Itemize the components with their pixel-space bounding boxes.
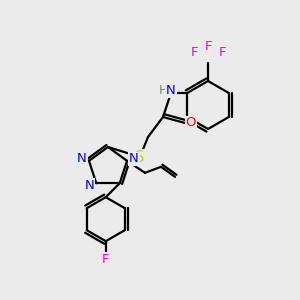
Text: N: N: [129, 152, 139, 165]
Text: F: F: [204, 40, 212, 52]
Text: S: S: [135, 149, 145, 164]
Text: F: F: [190, 46, 198, 59]
Text: N: N: [77, 152, 87, 165]
Text: N: N: [166, 85, 176, 98]
Text: O: O: [186, 116, 196, 130]
Text: H: H: [158, 85, 168, 98]
Text: N: N: [84, 179, 94, 192]
Text: F: F: [102, 253, 110, 266]
Text: F: F: [218, 46, 226, 59]
